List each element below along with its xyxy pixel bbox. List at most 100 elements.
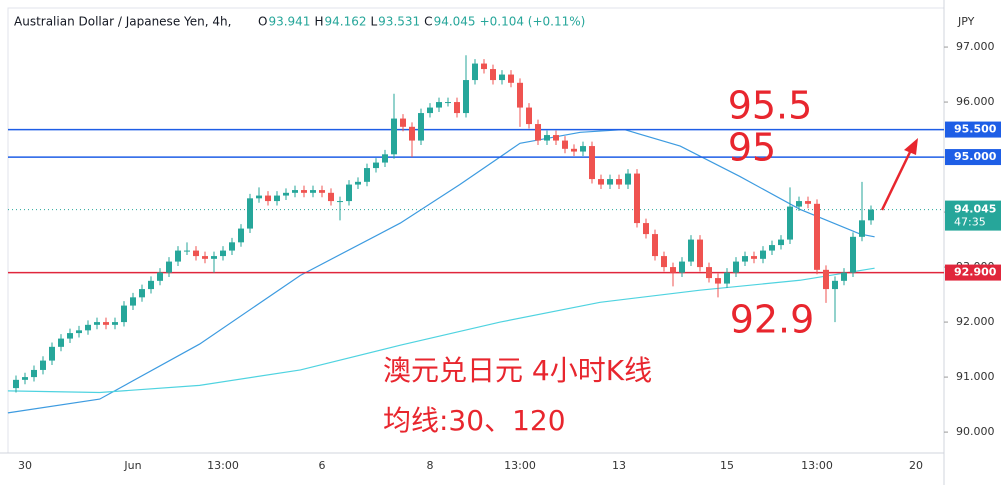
x-tick-label: 20 xyxy=(909,459,923,472)
y-tick-label: 92.000 xyxy=(956,315,995,328)
ohlc-value: 93.941 xyxy=(268,15,310,29)
candle-body xyxy=(355,181,361,185)
candle-body xyxy=(292,190,298,193)
candle-body xyxy=(760,250,766,259)
candle-body xyxy=(499,74,505,81)
y-tick-label: 96.000 xyxy=(956,95,995,108)
candle-body xyxy=(148,280,154,290)
x-tick-label: 13:00 xyxy=(207,459,239,472)
candle-body xyxy=(409,126,415,141)
candle-body xyxy=(508,74,514,83)
candle-body xyxy=(571,148,577,152)
candle-body xyxy=(130,297,136,306)
candle-body xyxy=(301,190,307,193)
candle-body xyxy=(787,206,793,240)
candle-body xyxy=(58,338,64,347)
countdown: 47:35 xyxy=(954,216,986,229)
candle-body xyxy=(76,330,82,334)
candle-body xyxy=(202,256,208,259)
change: +0.104 (+0.11%) xyxy=(480,15,586,29)
candle-body xyxy=(616,179,622,185)
price-tag xyxy=(945,264,1001,281)
candle-body xyxy=(238,228,244,243)
candle-body xyxy=(688,239,694,262)
ohlc-value: 94.045 xyxy=(434,15,476,29)
candle-body xyxy=(769,245,775,251)
candle-body xyxy=(436,102,442,108)
candle-body xyxy=(22,377,28,380)
ohlc-key: O xyxy=(258,15,267,29)
candle-body xyxy=(733,261,739,273)
candle-body xyxy=(31,369,37,378)
last-price-label: 94.045 xyxy=(954,203,996,216)
candle-body xyxy=(364,168,370,182)
candle-body xyxy=(679,261,685,273)
candle-body xyxy=(517,82,523,108)
candle-body xyxy=(220,250,226,257)
chart-title: Australian Dollar / Japanese Yen, 4h, xyxy=(14,15,231,29)
note: 均线:30、120 xyxy=(383,404,566,437)
candle-body xyxy=(859,220,865,237)
candle-body xyxy=(319,190,325,193)
x-tick-label: 15 xyxy=(720,459,734,472)
x-tick-label: 13:00 xyxy=(801,459,833,472)
candle-body xyxy=(697,239,703,268)
candle-body xyxy=(580,146,586,152)
ohlc-value: 93.531 xyxy=(378,15,420,29)
candle-body xyxy=(67,333,73,339)
candle-body xyxy=(463,80,469,114)
candle-body xyxy=(166,261,172,273)
candle-body xyxy=(283,192,289,196)
candle-body xyxy=(814,203,820,270)
candle-body xyxy=(625,173,631,185)
candle-body xyxy=(805,201,811,204)
ohlc-value: 94.162 xyxy=(324,15,366,29)
candle-body xyxy=(589,146,595,180)
candle-body xyxy=(400,118,406,127)
ohlc-key: H xyxy=(314,15,323,29)
candle-body xyxy=(265,195,271,202)
candle-body xyxy=(337,201,343,203)
candle-body xyxy=(193,250,199,257)
candle-body xyxy=(454,102,460,114)
candle-body xyxy=(247,198,253,229)
candle-body xyxy=(607,179,613,185)
price-tag xyxy=(945,121,1001,138)
candle-body xyxy=(598,179,604,185)
candle-body xyxy=(229,242,235,251)
currency: JPY xyxy=(957,15,975,28)
candle-body xyxy=(490,69,496,81)
price-tag xyxy=(945,149,1001,166)
price-tag-label: 95.000 xyxy=(954,150,997,163)
candle-body xyxy=(661,256,667,268)
candle-body xyxy=(868,209,874,221)
candle-body xyxy=(13,379,19,389)
candle-body xyxy=(535,124,541,141)
candle-body xyxy=(94,322,100,325)
price-tag-label: 95.500 xyxy=(954,123,997,136)
candle-body xyxy=(373,162,379,169)
candle-body xyxy=(418,113,424,141)
candle-body xyxy=(346,184,352,202)
candle-body xyxy=(643,223,649,235)
ohlc-key: C xyxy=(424,15,432,29)
plot xyxy=(7,55,944,414)
candle-body xyxy=(751,256,757,259)
x-tick-label: 13 xyxy=(612,459,626,472)
candle-body xyxy=(175,250,181,262)
candle-body xyxy=(184,250,190,252)
candle-body xyxy=(445,102,451,104)
candle-body xyxy=(157,272,163,281)
candle-body xyxy=(742,256,748,262)
x-tick-label: Jun xyxy=(123,459,141,472)
candle-body xyxy=(391,118,397,155)
candle-body xyxy=(382,154,388,163)
candle-body xyxy=(841,272,847,281)
candle-body xyxy=(139,289,145,298)
arrow xyxy=(880,149,913,211)
candle-body xyxy=(40,360,46,370)
y-tick-label: 90.000 xyxy=(956,425,995,438)
x-tick-label: 8 xyxy=(427,459,434,472)
candle-body xyxy=(850,236,856,273)
